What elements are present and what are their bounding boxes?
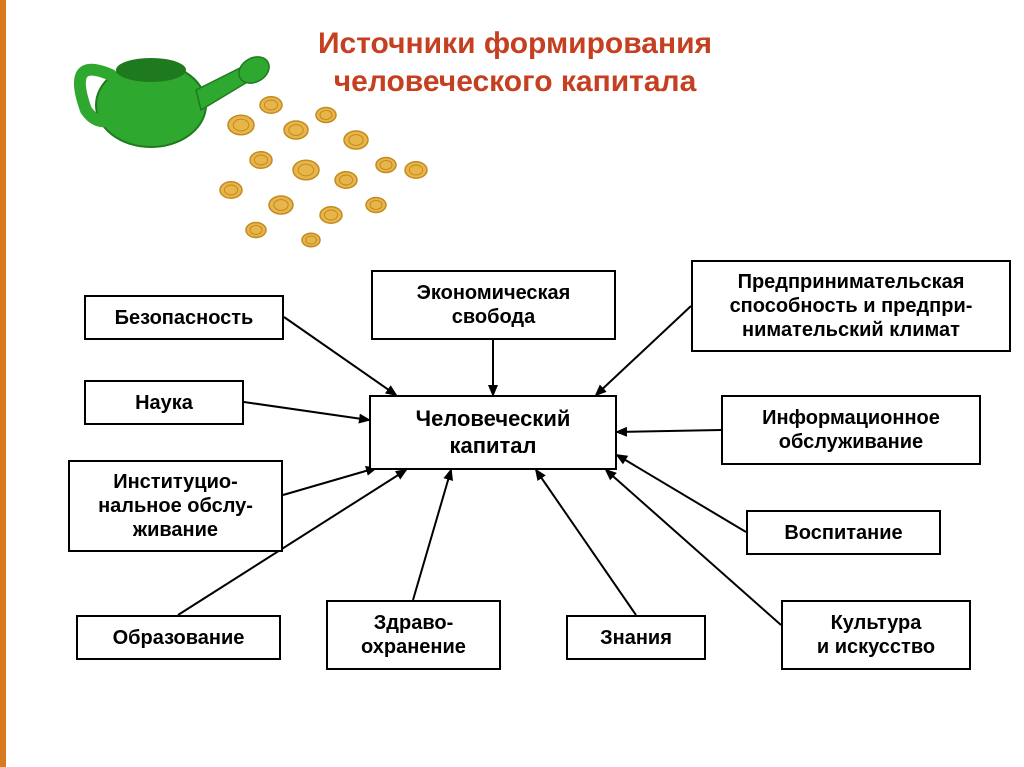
watering-can-icon — [56, 20, 476, 250]
node-label: Человеческийкапитал — [416, 406, 571, 459]
diagram-node-upbr: Воспитание — [746, 510, 941, 555]
edge-upbr — [617, 455, 746, 532]
diagram-node-info: Информационноеобслуживание — [721, 395, 981, 465]
edge-know — [536, 470, 636, 615]
node-label: Культураи искусство — [817, 611, 935, 659]
node-label: Информационноеобслуживание — [762, 406, 940, 454]
node-label: Образование — [113, 626, 245, 650]
diagram-node-health: Здраво-охранение — [326, 600, 501, 670]
diagram-node-entrep: Предпринимательскаяспособность и предпри… — [691, 260, 1011, 352]
diagram-node-inst: Институцио-нальное обслу-живание — [68, 460, 283, 552]
node-label: Здраво-охранение — [361, 611, 466, 659]
edge-science — [244, 402, 369, 420]
edge-info — [617, 430, 721, 432]
diagram-node-know: Знания — [566, 615, 706, 660]
node-label: Безопасность — [115, 306, 254, 330]
node-label: Знания — [600, 626, 672, 650]
node-label: Экономическаясвобода — [417, 281, 571, 329]
node-label: Предпринимательскаяспособность и предпри… — [730, 270, 973, 342]
node-label: Институцио-нальное обслу-живание — [98, 470, 253, 542]
diagram-node-center: Человеческийкапитал — [369, 395, 617, 470]
diagram-node-econ: Экономическаясвобода — [371, 270, 616, 340]
node-label: Наука — [135, 391, 193, 415]
edge-inst — [283, 468, 376, 495]
edge-health — [413, 470, 451, 600]
diagram-node-culture: Культураи искусство — [781, 600, 971, 670]
node-label: Воспитание — [784, 521, 902, 545]
diagram-node-edu: Образование — [76, 615, 281, 660]
diagram-node-science: Наука — [84, 380, 244, 425]
diagram-node-safety: Безопасность — [84, 295, 284, 340]
